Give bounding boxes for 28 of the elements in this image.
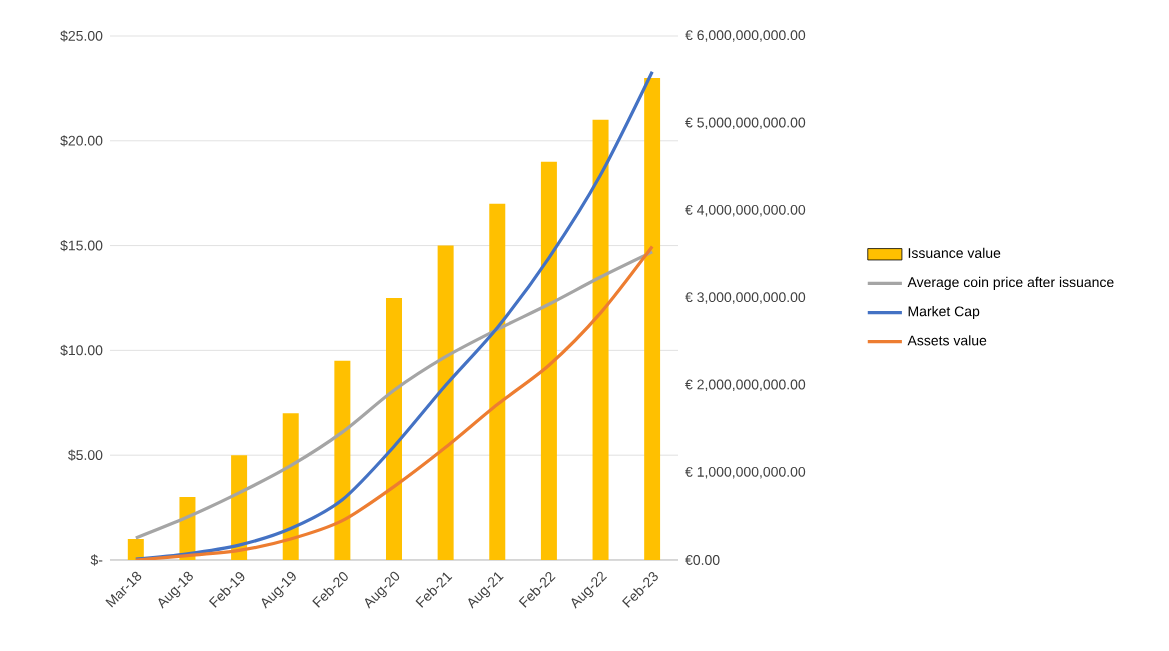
y2-tick-label: €0.00 — [685, 555, 720, 565]
line-series — [134, 70, 654, 560]
y-tick-label: $5.00 — [68, 449, 103, 461]
bar — [282, 413, 299, 560]
bar — [334, 360, 351, 560]
legend-label: Average coin price after issuance — [907, 276, 1114, 290]
bar — [231, 455, 248, 560]
bar — [386, 297, 403, 560]
legend-label: Assets value — [907, 335, 987, 346]
bar — [489, 203, 506, 560]
y-tick-label: $10.00 — [60, 344, 103, 357]
y2-tick-label: € 4,000,000,000.00 — [685, 204, 806, 217]
bar — [437, 245, 454, 560]
y2-tick-label: € 2,000,000,000.00 — [685, 379, 806, 392]
bar — [644, 77, 661, 560]
y2-tick-label: € 3,000,000,000.00 — [685, 292, 806, 304]
bar — [127, 539, 144, 560]
y2-tick-label: € 5,000,000,000.00 — [685, 117, 806, 130]
y-tick-label: $- — [90, 554, 103, 566]
bar — [540, 161, 557, 560]
y2-tick-label: € 1,000,000,000.00 — [685, 466, 806, 479]
legend-label: Issuance value — [908, 247, 1001, 258]
legend-label: Market Cap — [908, 306, 980, 320]
y-tick-label: $25.00 — [60, 30, 103, 42]
bar — [592, 119, 609, 560]
y-tick-label: $20.00 — [60, 135, 103, 147]
y2-tick-label: € 6,000,000,000.00 — [685, 30, 806, 42]
y-tick-label: $15.00 — [60, 239, 103, 252]
